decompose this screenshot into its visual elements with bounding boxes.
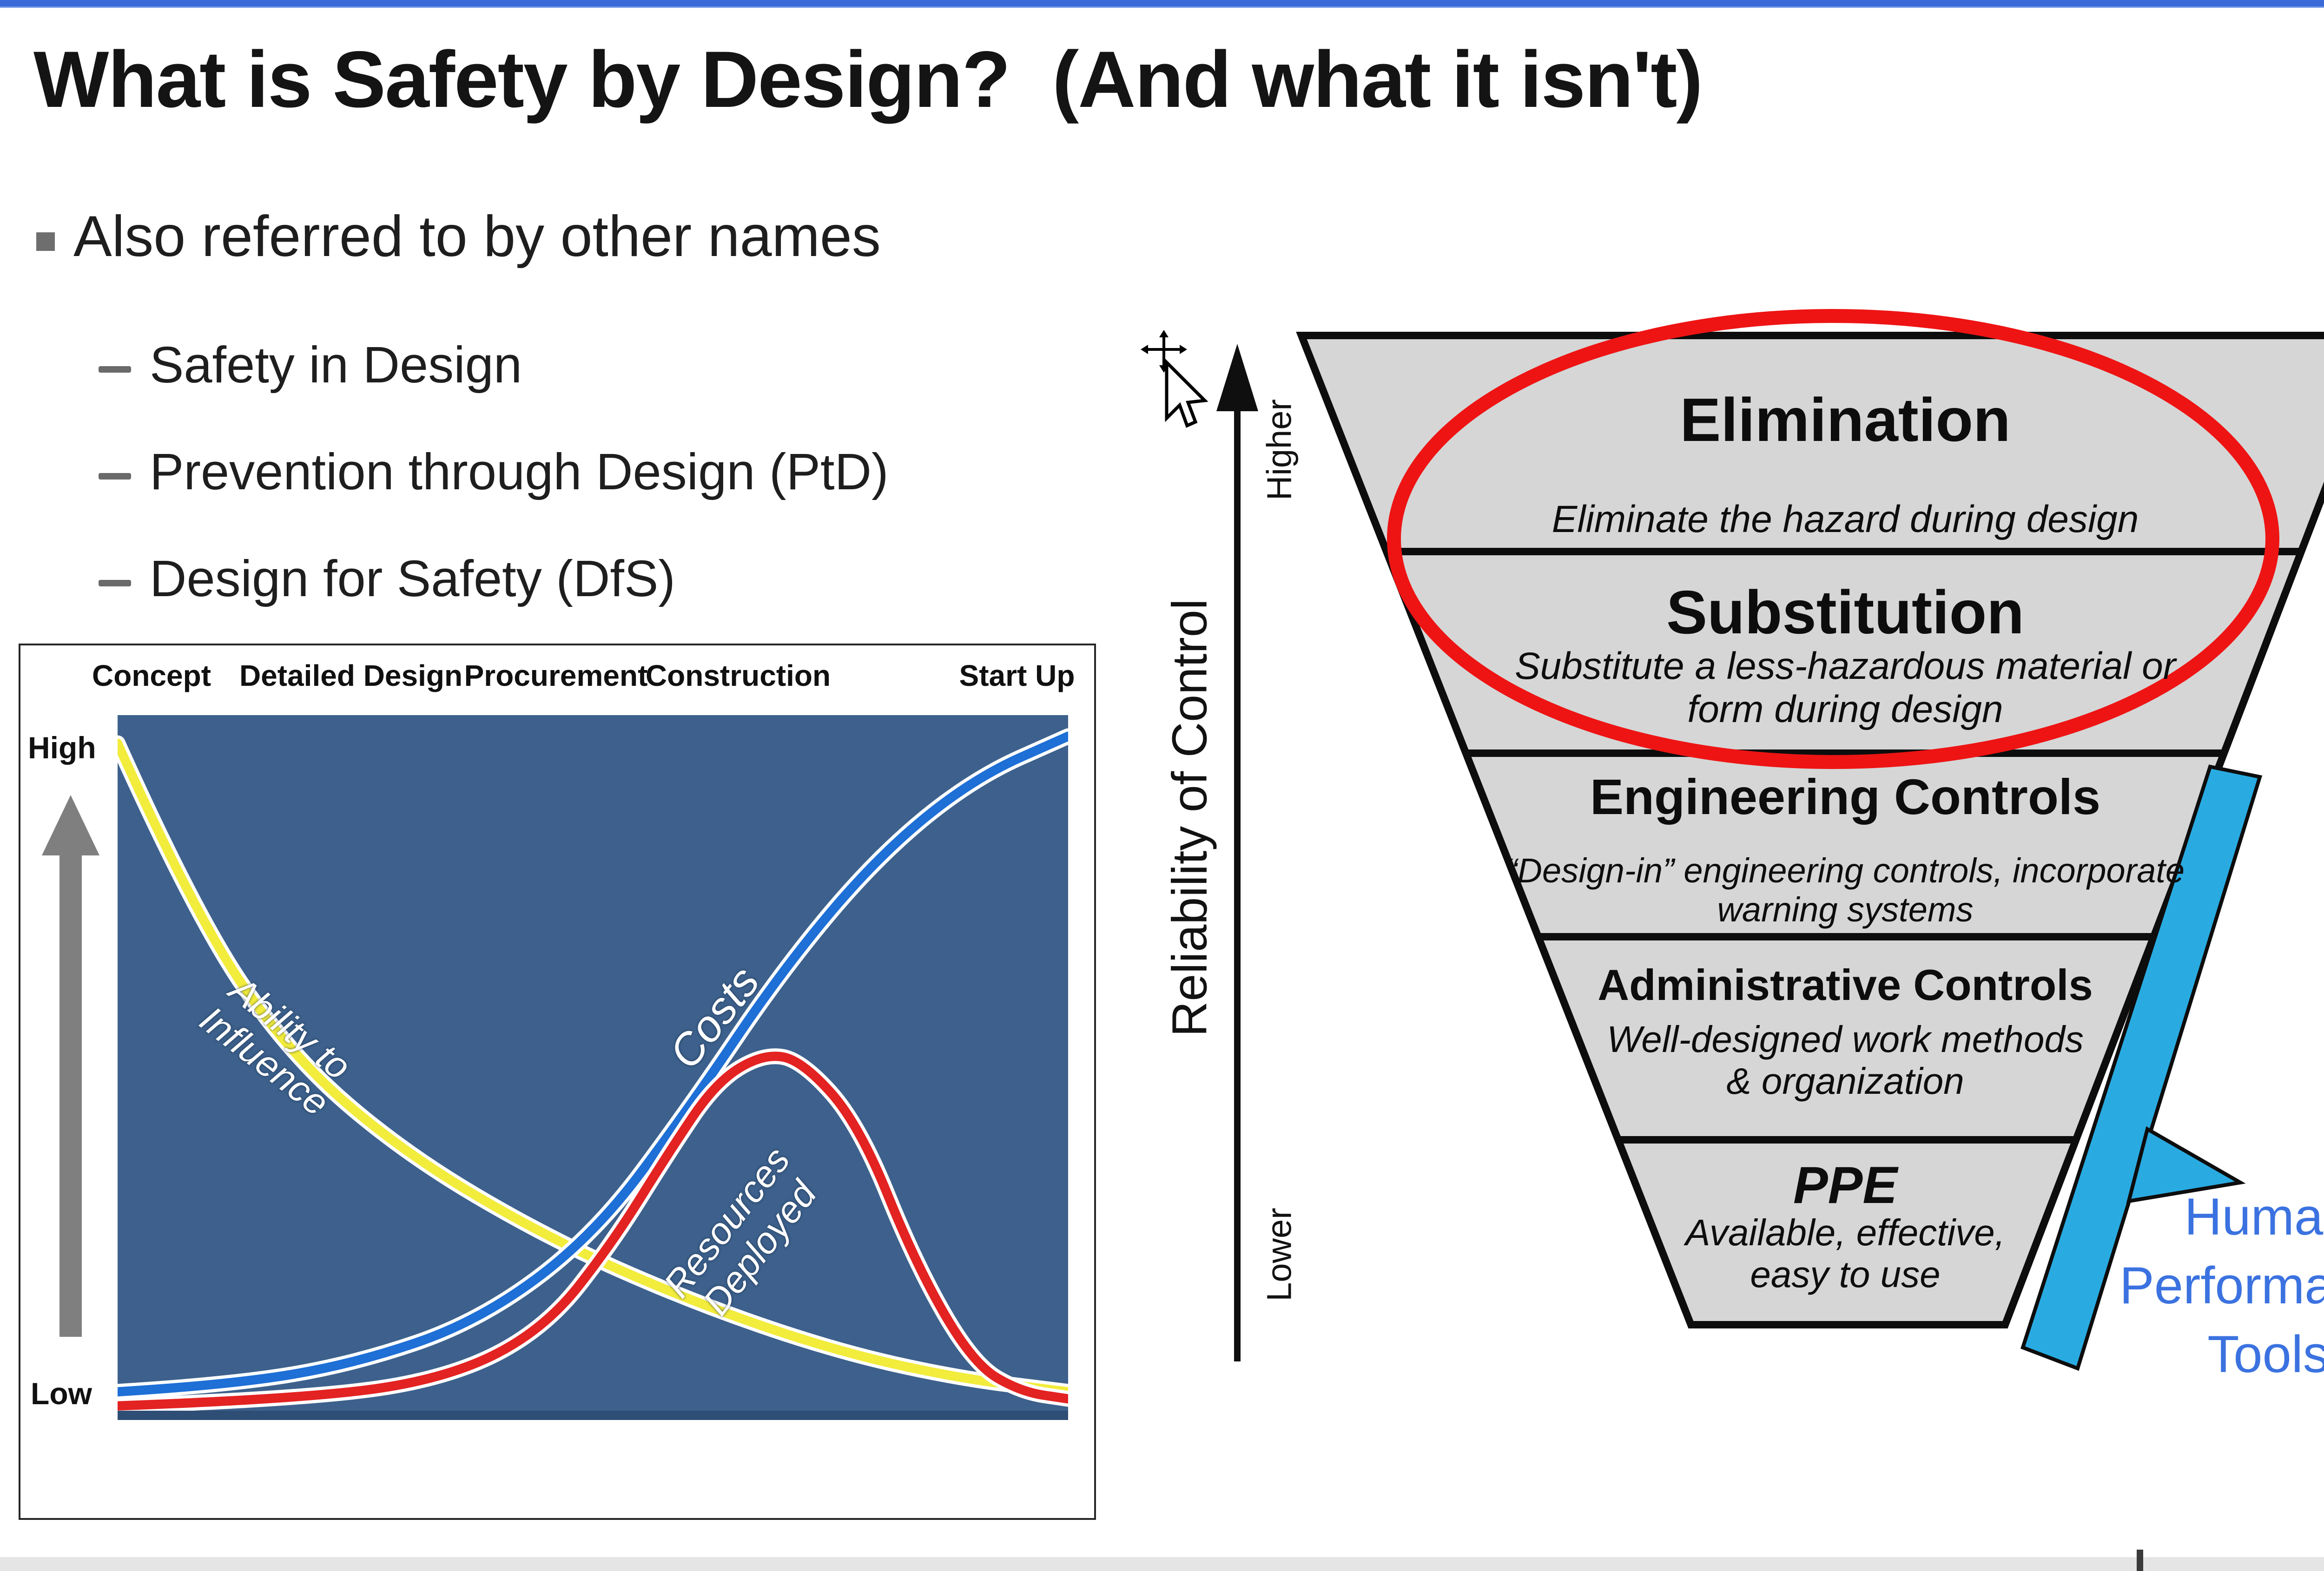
bottom-edge-artifact — [2137, 1550, 2143, 1571]
phase-label-construction: Construction — [645, 659, 831, 692]
bullet-main: Also referred to by other names — [73, 204, 881, 269]
bottom-gray-bar — [0, 1557, 2324, 1571]
dash-icon — [99, 473, 131, 480]
y-axis-high-label: High — [28, 730, 96, 765]
dash-icon — [99, 580, 131, 586]
curve-resources-deployed — [118, 1052, 1068, 1411]
mouse-move-cursor-icon — [1141, 330, 1208, 428]
level-desc-ppe: Available, effective, easy to use — [1685, 1212, 2005, 1295]
ribbon-callout-pointer — [2126, 1126, 2246, 1203]
phase-label-procurement: Procurement — [464, 659, 648, 692]
level-title-substitution: Substitution — [1666, 578, 2024, 646]
curve-ability-to-influence — [118, 738, 1068, 1397]
y-axis-low-label: Low — [31, 1376, 92, 1411]
sub-bullet: Safety in Design — [150, 336, 522, 394]
level-title-engineering-controls: Engineering Controls — [1590, 769, 2101, 825]
up-arrow-shaft — [59, 854, 82, 1337]
project-schedule-chart: Concept Detailed Design Procurement Cons… — [19, 644, 1096, 1520]
red-highlight-ellipse — [1387, 309, 2279, 769]
level-desc-substitution: Substitute a less-hazardous material or … — [1514, 645, 2176, 730]
phase-label-start-up: Start Up — [959, 659, 1075, 692]
sub-bullet: Prevention through Design (PtD) — [150, 443, 889, 500]
human-performance-tools-label: Human Performance Tools — [2119, 1188, 2324, 1383]
axis-title: Reliability of Control — [1162, 598, 1217, 1037]
phase-label-concept: Concept — [92, 659, 211, 692]
dash-icon — [99, 366, 131, 373]
plot-curves — [118, 728, 1068, 1414]
plot-area — [118, 715, 1068, 1420]
up-arrow-icon — [42, 795, 99, 855]
level-desc-elimination: Eliminate the hazard during design — [1552, 498, 2139, 540]
curve-costs — [118, 731, 1068, 1397]
page-title: What is Safety by Design? (And what it i… — [33, 35, 1703, 124]
level-title-ppe: PPE — [1793, 1156, 1898, 1214]
level-desc-administrative-controls: Well-designed work methods & organizatio… — [1607, 1019, 2084, 1102]
plot-bottom-shade — [118, 1411, 1068, 1420]
hierarchy-of-controls-funnel — [1296, 309, 2324, 1371]
phase-label-detailed-design: Detailed Design — [239, 659, 463, 692]
human-performance-ribbon — [2020, 764, 2263, 1371]
reliability-axis-line — [1234, 404, 1241, 1361]
bullet-square-icon — [36, 232, 55, 251]
level-title-administrative-controls: Administrative Controls — [1598, 960, 2093, 1009]
level-title-elimination: Elimination — [1680, 386, 2011, 454]
window-top-edge — [0, 0, 2324, 8]
level-desc-engineering-controls: “Design-in” engineering controls, incorp… — [1505, 851, 2185, 929]
sub-bullet: Design for Safety (DfS) — [150, 550, 675, 607]
axis-arrowhead-icon — [1216, 344, 1258, 411]
